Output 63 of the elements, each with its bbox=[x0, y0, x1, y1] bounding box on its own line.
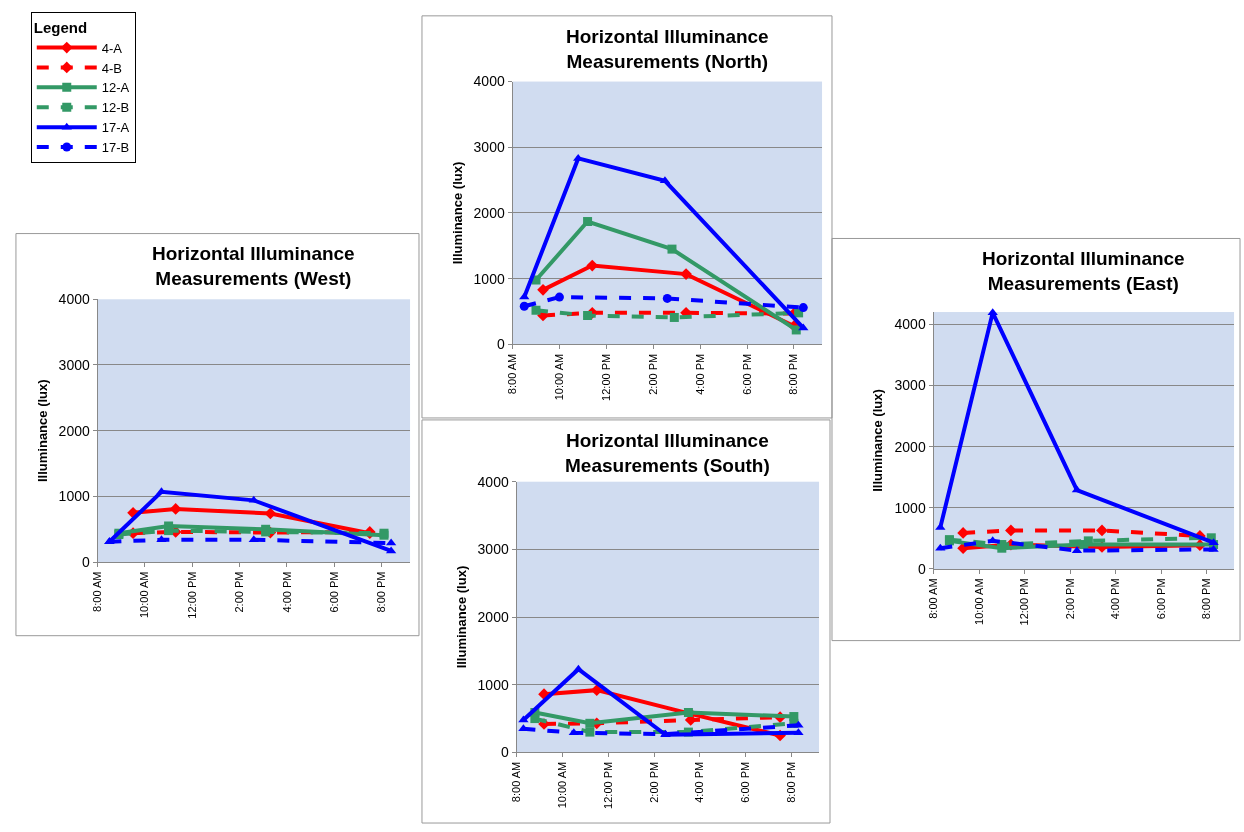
y-tick-label: 0 bbox=[917, 560, 926, 577]
x-tick-label: 10:00 AM bbox=[553, 353, 566, 401]
y-tick-label: 1000 bbox=[894, 499, 926, 516]
x-tick-label: 8:00 AM bbox=[510, 761, 523, 803]
y-tick-label: 3000 bbox=[473, 139, 505, 156]
x-tick-label: 4:00 PM bbox=[693, 353, 706, 395]
y-tick-label: 2000 bbox=[473, 204, 505, 221]
legend-label: 4-A bbox=[101, 40, 123, 56]
y-tick-label: 0 bbox=[500, 744, 509, 761]
y-axis-title: Illuminance (lux) bbox=[870, 389, 886, 492]
y-tick-label: 4000 bbox=[894, 316, 926, 333]
y-tick-label: 1000 bbox=[58, 488, 90, 505]
y-tick-label: 3000 bbox=[894, 377, 926, 394]
x-tick-label: 2:00 PM bbox=[1063, 578, 1076, 620]
x-tick-label: 2:00 PM bbox=[233, 571, 246, 613]
x-tick-label: 8:00 AM bbox=[506, 353, 519, 395]
x-tick-label: 4:00 PM bbox=[1109, 578, 1122, 620]
y-tick-label: 4000 bbox=[473, 73, 505, 90]
y-tick-label: 3000 bbox=[477, 541, 509, 558]
x-tick-label: 8:00 AM bbox=[91, 571, 104, 612]
chart-title: Horizontal Illuminance Measurements (West) bbox=[152, 243, 355, 289]
chart-title: Horizontal Illuminance Measurements (East) bbox=[982, 248, 1185, 294]
y-tick-label: 1000 bbox=[473, 270, 505, 287]
x-tick-label: 10:00 AM bbox=[138, 571, 151, 619]
x-tick-label: 12:00 PM bbox=[185, 571, 198, 619]
y-tick-label: 2000 bbox=[477, 608, 509, 625]
x-tick-label: 10:00 AM bbox=[972, 578, 985, 625]
y-axis-title: Illuminance (lux) bbox=[34, 379, 50, 482]
y-axis-title: Illuminance (lux) bbox=[453, 565, 469, 669]
x-tick-label: 10:00 AM bbox=[555, 761, 568, 809]
chart-title: Horizontal Illuminance Measurements (South) bbox=[565, 430, 770, 476]
x-tick-label: 6:00 PM bbox=[739, 761, 752, 803]
x-tick-label: 12:00 PM bbox=[599, 353, 612, 401]
x-tick-label: 2:00 PM bbox=[646, 353, 659, 395]
x-tick-label: 4:00 PM bbox=[280, 571, 293, 613]
y-tick-label: 1000 bbox=[477, 676, 509, 693]
x-tick-label: 8:00 PM bbox=[785, 761, 798, 803]
y-tick-label: 2000 bbox=[894, 438, 926, 455]
x-tick-label: 8:00 AM bbox=[927, 578, 940, 619]
x-tick-label: 8:00 PM bbox=[375, 571, 388, 613]
legend-label: 12-A bbox=[101, 80, 130, 96]
legend-title: Legend bbox=[33, 18, 88, 36]
y-tick-label: 4000 bbox=[477, 473, 509, 490]
x-tick-label: 6:00 PM bbox=[740, 353, 753, 395]
x-tick-label: 4:00 PM bbox=[693, 761, 706, 803]
y-tick-label: 0 bbox=[81, 554, 90, 571]
x-tick-label: 2:00 PM bbox=[647, 761, 660, 803]
legend-label: 17-A bbox=[101, 120, 130, 136]
y-tick-label: 2000 bbox=[58, 422, 90, 439]
x-tick-label: 12:00 PM bbox=[1018, 578, 1031, 626]
x-tick-label: 8:00 PM bbox=[1200, 578, 1213, 620]
x-tick-label: 6:00 PM bbox=[327, 571, 340, 613]
chart-title: Horizontal Illuminance Measurements (North) bbox=[566, 26, 769, 72]
legend-label: 17-B bbox=[101, 140, 130, 156]
y-tick-label: 4000 bbox=[58, 291, 90, 308]
x-tick-label: 12:00 PM bbox=[601, 761, 614, 809]
legend-label: 12-B bbox=[101, 100, 130, 116]
y-axis-title: Illuminance (lux) bbox=[449, 161, 465, 265]
y-tick-label: 0 bbox=[496, 336, 505, 353]
x-tick-label: 6:00 PM bbox=[1154, 578, 1167, 620]
y-tick-label: 3000 bbox=[58, 356, 90, 373]
legend-label: 4-B bbox=[101, 60, 122, 76]
x-tick-label: 8:00 PM bbox=[787, 353, 800, 395]
